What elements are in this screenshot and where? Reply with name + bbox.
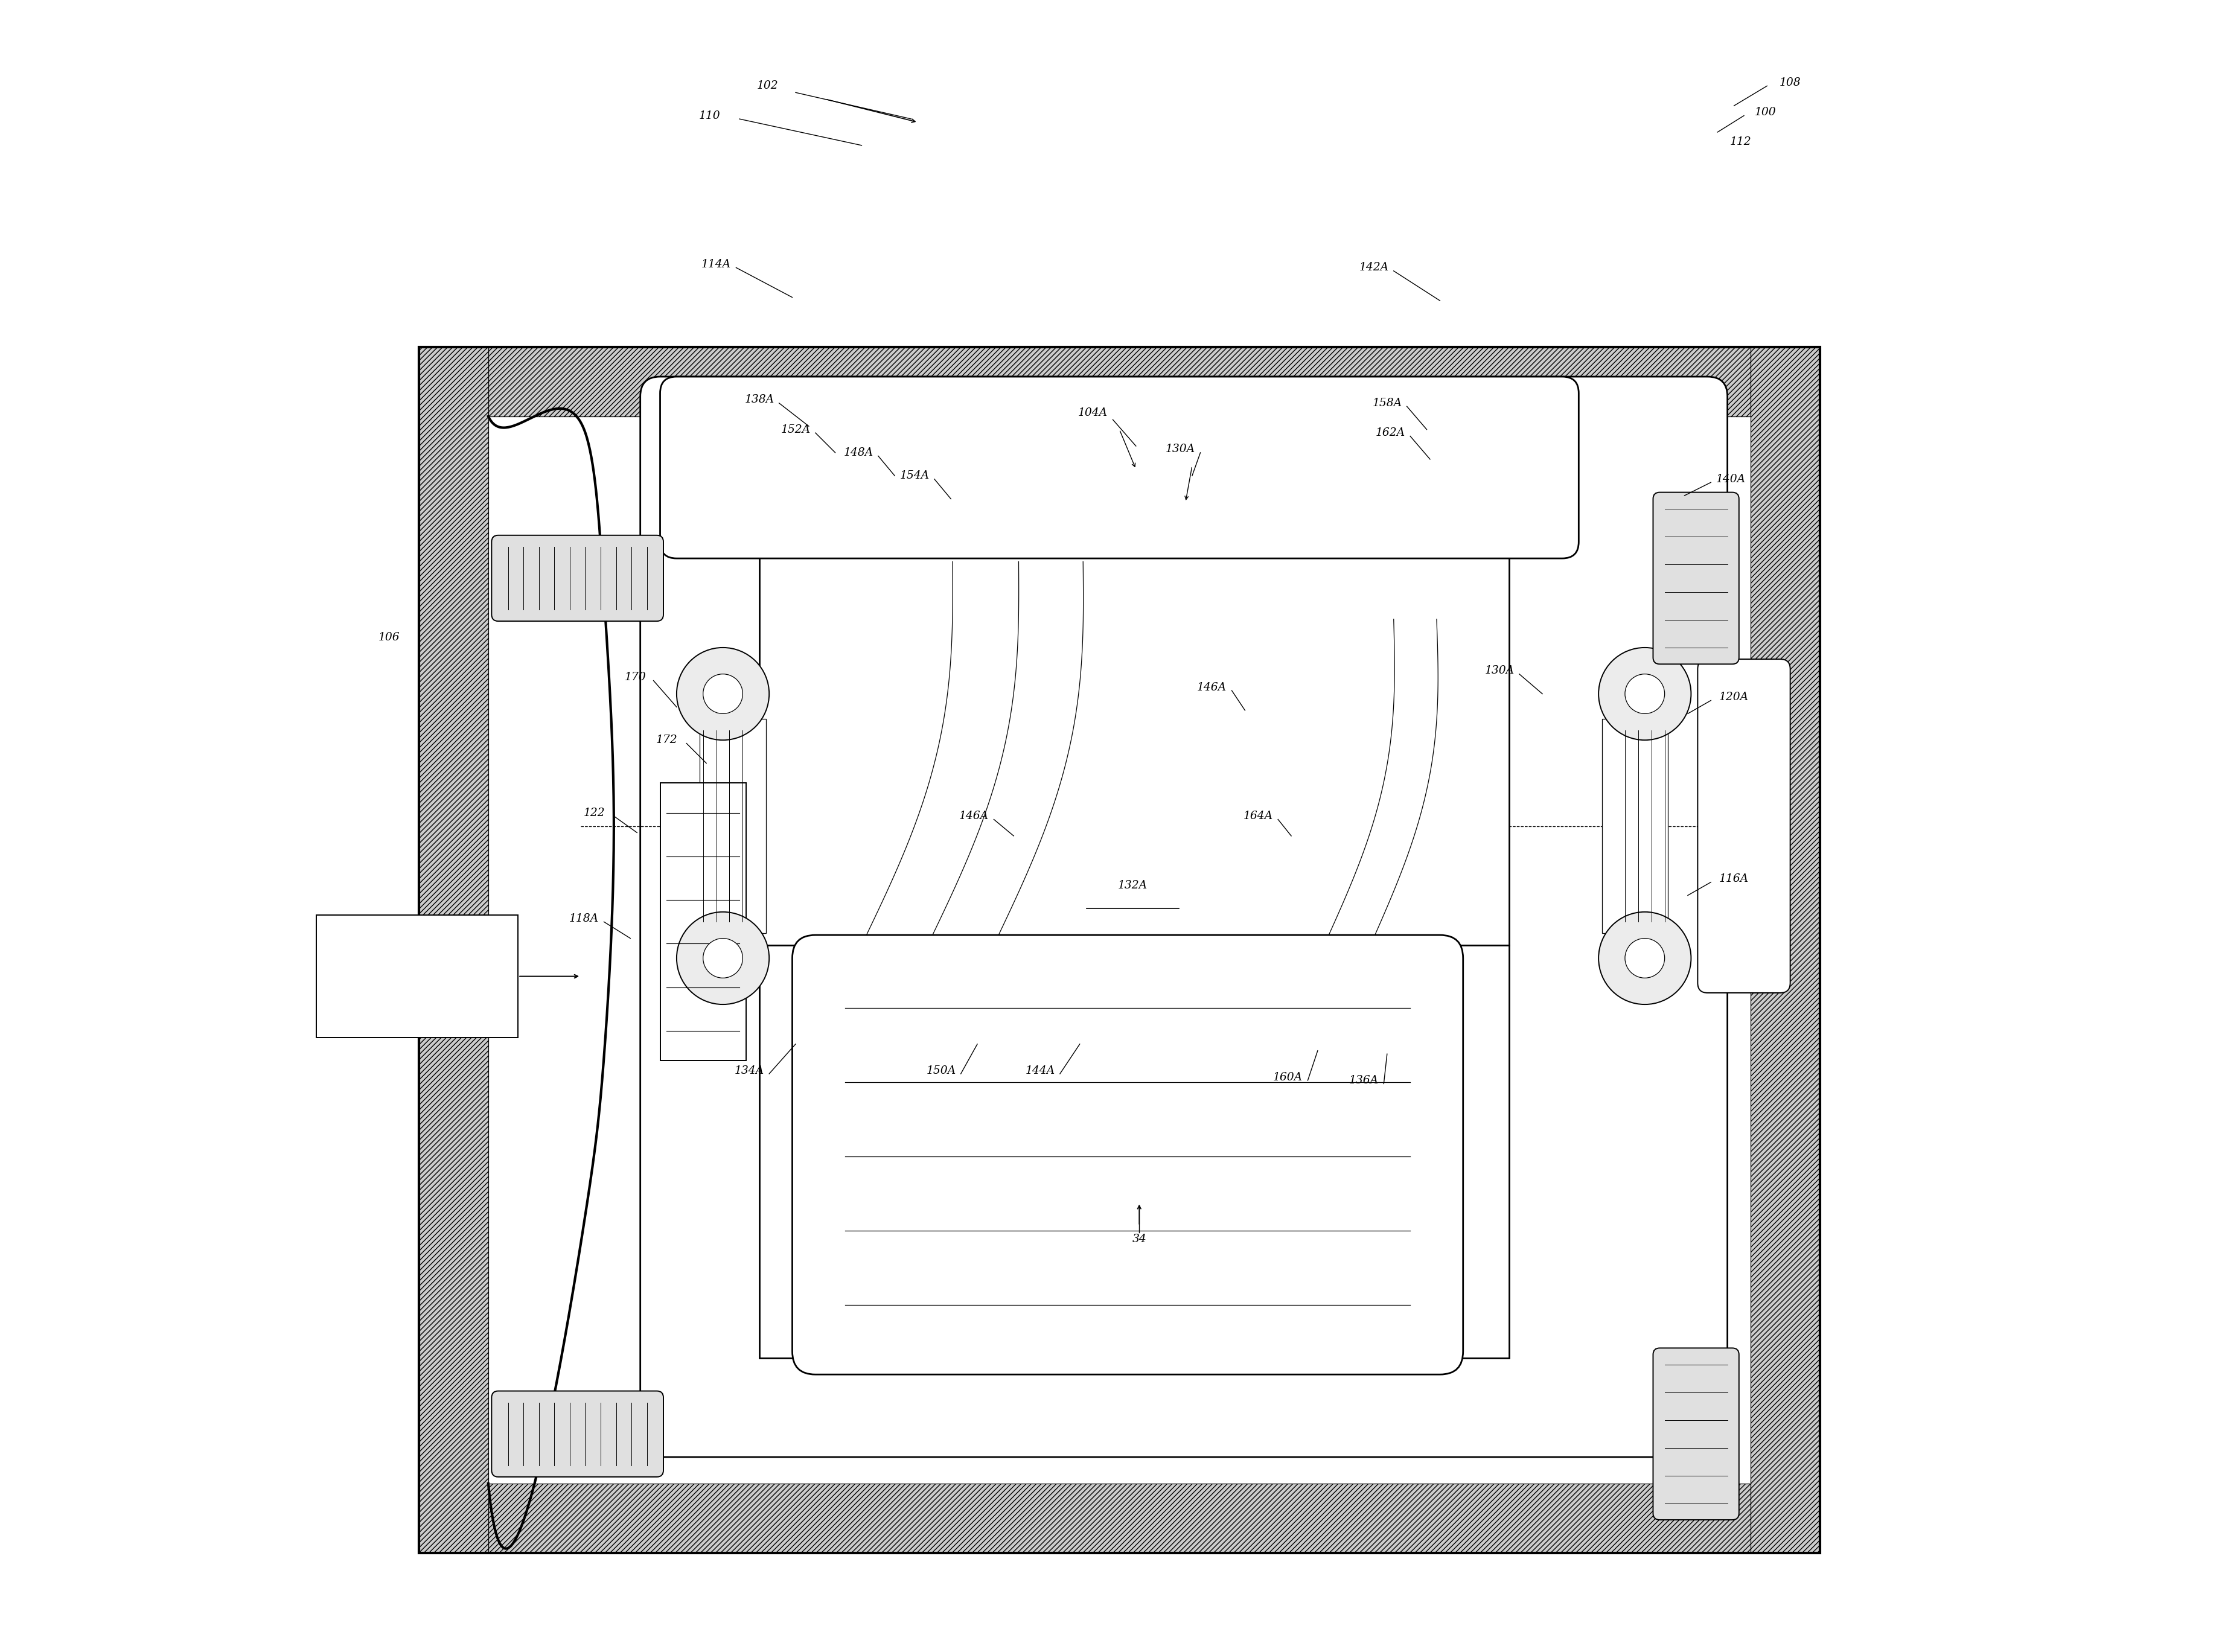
Bar — [1715, 681, 1773, 971]
Text: 118A: 118A — [570, 914, 599, 923]
FancyBboxPatch shape — [493, 1391, 663, 1477]
Circle shape — [703, 938, 743, 978]
Text: 164A: 164A — [1243, 811, 1274, 821]
Circle shape — [677, 912, 770, 1004]
Text: 148A: 148A — [843, 448, 874, 458]
Bar — [699, 719, 766, 933]
Text: 154A: 154A — [899, 471, 930, 481]
Text: 114A: 114A — [701, 259, 730, 269]
Text: 120A: 120A — [1720, 692, 1749, 702]
Bar — [1602, 719, 1669, 933]
Text: 144A: 144A — [1025, 1066, 1054, 1075]
Bar — [1411, 550, 1509, 702]
Bar — [659, 783, 746, 1061]
Text: 138A: 138A — [743, 395, 774, 405]
Text: 112: 112 — [1731, 137, 1751, 147]
Bar — [759, 1206, 859, 1358]
Text: 102: 102 — [757, 81, 779, 91]
Circle shape — [1624, 674, 1664, 714]
Text: 104A: 104A — [1078, 408, 1107, 418]
Text: 146A: 146A — [1196, 682, 1227, 692]
Bar — [317, 915, 517, 1037]
Text: 158A: 158A — [1371, 398, 1402, 408]
Bar — [1751, 347, 1820, 1553]
Text: 116A: 116A — [1720, 874, 1749, 884]
FancyBboxPatch shape — [641, 377, 1726, 1457]
Text: 106: 106 — [379, 633, 399, 643]
Text: 34: 34 — [1132, 1234, 1147, 1244]
Text: 132A: 132A — [1118, 881, 1147, 890]
Text: 170: 170 — [624, 672, 646, 682]
Text: 130A: 130A — [1485, 666, 1513, 676]
Text: 146A: 146A — [959, 811, 990, 821]
Text: 172: 172 — [657, 735, 677, 745]
FancyBboxPatch shape — [1698, 659, 1791, 993]
Bar — [666, 578, 779, 1074]
Bar — [419, 347, 488, 1553]
Circle shape — [1598, 912, 1691, 1004]
Bar — [777, 562, 1493, 945]
Text: 122: 122 — [584, 808, 606, 818]
FancyBboxPatch shape — [659, 377, 1578, 558]
Bar — [1411, 1206, 1509, 1358]
Text: 110: 110 — [699, 111, 721, 121]
Text: 142A: 142A — [1358, 263, 1389, 273]
Text: 108: 108 — [1780, 78, 1802, 88]
Bar — [1589, 578, 1702, 1074]
FancyBboxPatch shape — [792, 935, 1462, 1374]
Text: 162A: 162A — [1376, 428, 1405, 438]
Circle shape — [1624, 938, 1664, 978]
FancyBboxPatch shape — [493, 535, 663, 621]
Bar — [419, 1483, 1820, 1553]
FancyBboxPatch shape — [1653, 1348, 1740, 1520]
Text: 100: 100 — [1755, 107, 1775, 117]
Bar — [759, 545, 1509, 1358]
Bar — [419, 347, 1820, 1553]
Circle shape — [1598, 648, 1691, 740]
Bar — [419, 347, 1820, 416]
Text: 160A: 160A — [1274, 1072, 1303, 1082]
Bar — [759, 550, 859, 702]
Text: 152A: 152A — [781, 425, 810, 434]
Circle shape — [703, 674, 743, 714]
Text: 140A: 140A — [1715, 474, 1746, 484]
Circle shape — [677, 648, 770, 740]
Text: 136A: 136A — [1349, 1075, 1378, 1085]
Text: 130A: 130A — [1165, 444, 1196, 454]
Text: 134A: 134A — [734, 1066, 763, 1075]
FancyBboxPatch shape — [1653, 492, 1740, 664]
Text: 150A: 150A — [925, 1066, 956, 1075]
